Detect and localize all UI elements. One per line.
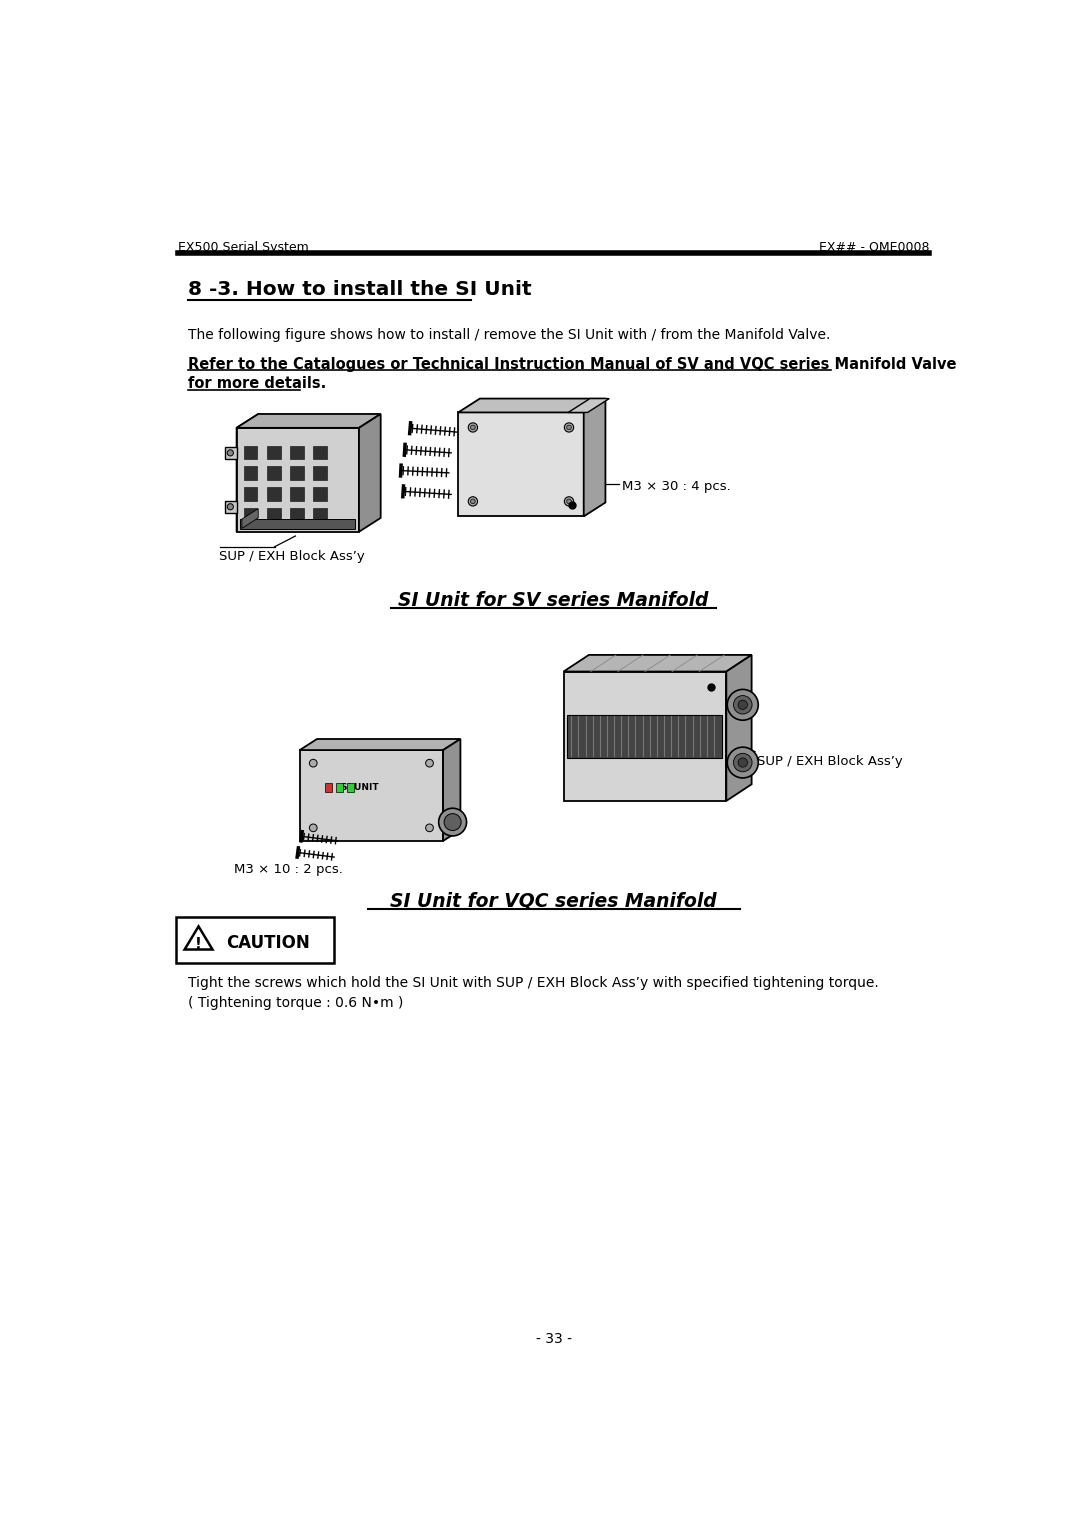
FancyBboxPatch shape <box>176 917 334 963</box>
Text: Tight the screws which hold the SI Unit with SUP / EXH Block Ass’y with specifie: Tight the screws which hold the SI Unit … <box>188 976 878 990</box>
Polygon shape <box>299 750 443 840</box>
Text: - 33 -: - 33 - <box>536 1332 571 1346</box>
Circle shape <box>469 497 477 506</box>
Text: EX500 Serial System: EX500 Serial System <box>177 241 309 254</box>
Bar <box>291 446 303 460</box>
Circle shape <box>565 423 573 432</box>
Text: The following figure shows how to install / remove the SI Unit with / from the M: The following figure shows how to instal… <box>188 329 831 342</box>
Polygon shape <box>359 414 380 532</box>
Circle shape <box>733 753 752 772</box>
Polygon shape <box>458 399 606 413</box>
Text: M3 × 10 : 2 pcs.: M3 × 10 : 2 pcs. <box>234 862 343 876</box>
Bar <box>243 507 257 521</box>
Circle shape <box>567 425 571 429</box>
Polygon shape <box>568 399 609 413</box>
Bar <box>291 507 303 521</box>
Circle shape <box>738 700 747 709</box>
Text: SUP / EXH Block Ass’y: SUP / EXH Block Ass’y <box>218 550 364 562</box>
Polygon shape <box>225 501 237 513</box>
Text: M3 × 30 : 4 pcs.: M3 × 30 : 4 pcs. <box>622 480 730 494</box>
Circle shape <box>727 689 758 720</box>
Circle shape <box>567 500 571 504</box>
Bar <box>267 466 281 480</box>
Polygon shape <box>299 740 460 750</box>
Polygon shape <box>241 518 355 530</box>
Circle shape <box>469 423 477 432</box>
Circle shape <box>444 813 461 831</box>
Circle shape <box>309 824 318 831</box>
Bar <box>336 784 342 792</box>
Polygon shape <box>583 399 606 516</box>
Polygon shape <box>443 740 460 840</box>
Polygon shape <box>185 926 213 949</box>
Bar <box>313 487 327 501</box>
Text: 8 -3. How to install the SI Unit: 8 -3. How to install the SI Unit <box>188 280 531 298</box>
Bar <box>267 487 281 501</box>
Circle shape <box>438 808 467 836</box>
Circle shape <box>227 504 233 510</box>
Bar <box>325 784 332 792</box>
Bar <box>291 487 303 501</box>
Circle shape <box>471 500 475 504</box>
Bar <box>347 784 353 792</box>
Polygon shape <box>237 414 258 532</box>
Polygon shape <box>242 509 258 529</box>
Circle shape <box>309 759 318 767</box>
Text: SI Unit for SV series Manifold: SI Unit for SV series Manifold <box>399 591 708 611</box>
Circle shape <box>227 449 233 455</box>
Polygon shape <box>237 428 359 532</box>
Text: CAUTION: CAUTION <box>227 934 310 952</box>
Bar <box>243 466 257 480</box>
Bar <box>313 446 327 460</box>
Bar <box>313 466 327 480</box>
Polygon shape <box>564 671 727 801</box>
Text: !: ! <box>195 937 202 952</box>
Circle shape <box>727 747 758 778</box>
Circle shape <box>426 759 433 767</box>
Polygon shape <box>225 446 237 458</box>
Circle shape <box>426 824 433 831</box>
Polygon shape <box>237 414 380 428</box>
Circle shape <box>738 758 747 767</box>
Polygon shape <box>727 656 752 801</box>
Bar <box>267 507 281 521</box>
Polygon shape <box>458 413 583 516</box>
Text: SI UNIT: SI UNIT <box>341 784 379 793</box>
Bar <box>243 446 257 460</box>
Bar <box>313 507 327 521</box>
Polygon shape <box>567 715 723 758</box>
Bar <box>267 446 281 460</box>
Text: ( Tightening torque : 0.6 N•m ): ( Tightening torque : 0.6 N•m ) <box>188 996 403 1010</box>
Text: EX## - OME0008: EX## - OME0008 <box>819 241 930 254</box>
Bar <box>243 487 257 501</box>
Text: for more details.: for more details. <box>188 376 326 391</box>
Text: Refer to the Catalogues or Technical Instruction Manual of SV and VQC series Man: Refer to the Catalogues or Technical Ins… <box>188 356 956 371</box>
Text: SUP / EXH Block Ass’y: SUP / EXH Block Ass’y <box>757 755 903 767</box>
Circle shape <box>471 425 475 429</box>
Circle shape <box>733 695 752 714</box>
Circle shape <box>565 497 573 506</box>
Bar <box>291 466 303 480</box>
Polygon shape <box>564 656 752 671</box>
Text: SI Unit for VQC series Manifold: SI Unit for VQC series Manifold <box>390 892 717 911</box>
